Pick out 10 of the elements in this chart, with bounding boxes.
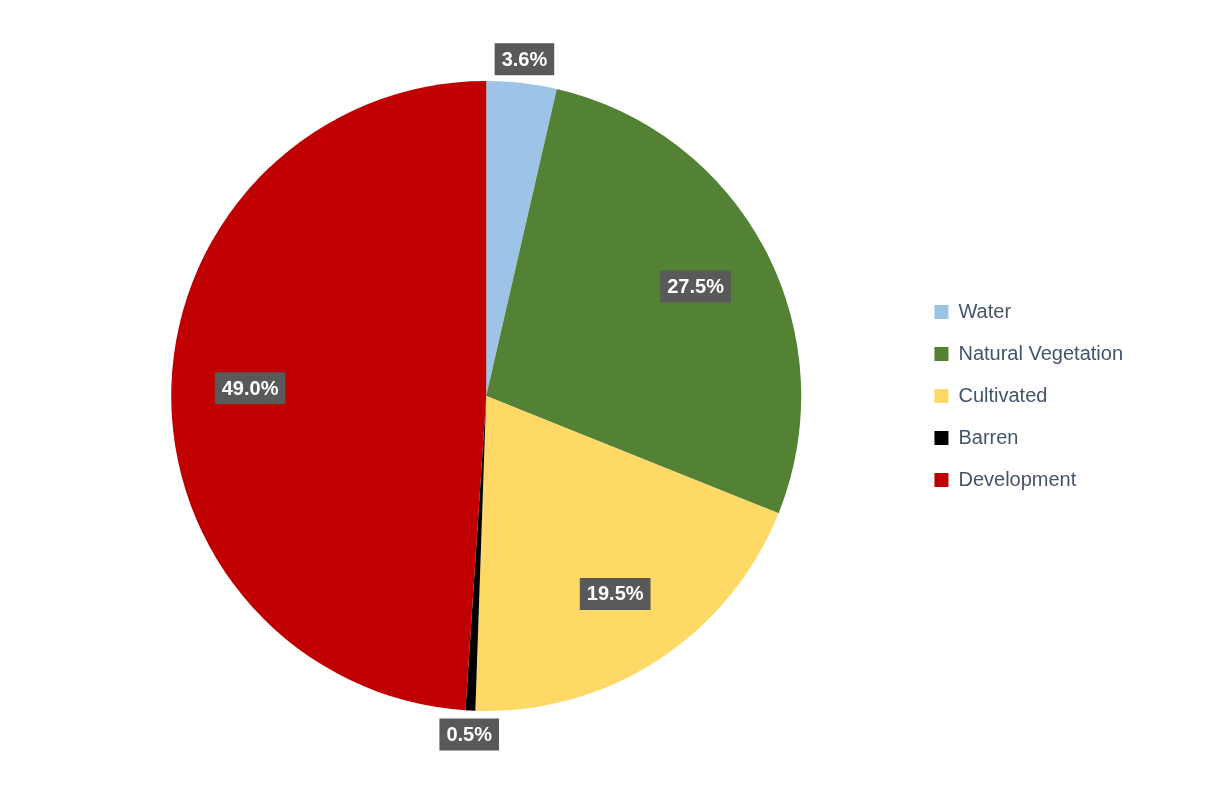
data-label: 3.6% <box>501 47 548 70</box>
legend-label: Development <box>958 467 1077 490</box>
data-label: 0.5% <box>446 723 493 746</box>
data-label: 27.5% <box>667 275 725 298</box>
legend-label: Barren <box>958 425 1019 448</box>
legend-label: Cultivated <box>958 383 1048 406</box>
legend-label: Natural Vegetation <box>958 341 1123 364</box>
legend-label: Water <box>958 299 1012 322</box>
data-label: 49.0% <box>221 376 279 399</box>
data-label: 19.5% <box>586 582 644 605</box>
